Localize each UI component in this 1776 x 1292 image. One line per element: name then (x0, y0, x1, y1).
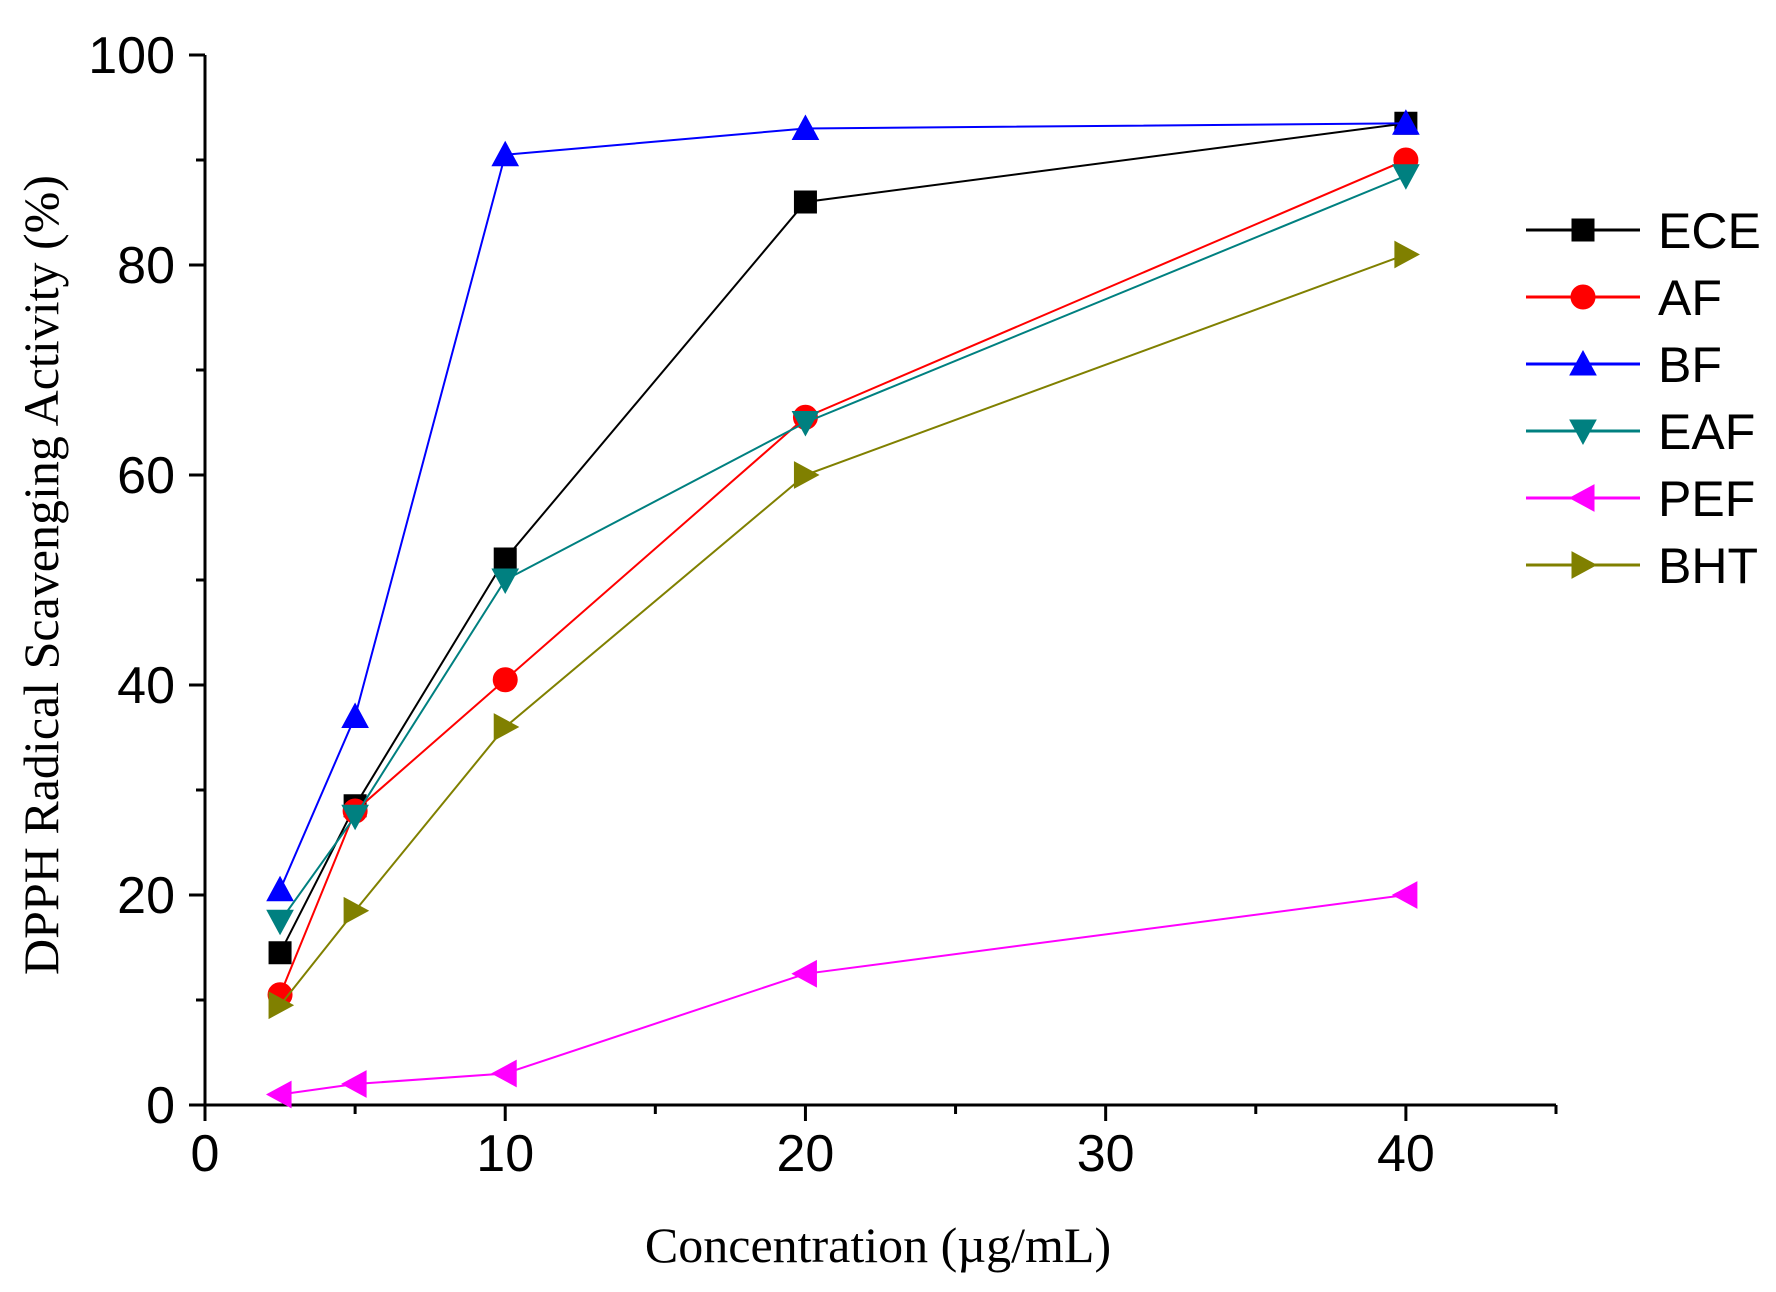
axes: 0 10 20 30 40 0 20 40 60 80 100 (88, 27, 1558, 1183)
series-line-af (279, 159, 1407, 996)
series-eaf (266, 164, 1420, 936)
data-point-bht (268, 991, 295, 1020)
legend-item-af: AF (1526, 270, 1722, 326)
data-point-bht (343, 896, 370, 925)
legend-marker-ece (1571, 218, 1595, 242)
data-point-pef (1391, 881, 1418, 909)
series-line-pef (279, 894, 1407, 1096)
series-ece (268, 111, 1418, 965)
y-axis-title: DPPH Radical Scavenging Activity (%) (13, 175, 69, 975)
series-pef (266, 881, 1418, 1109)
legend-label: ECE (1658, 203, 1761, 259)
legend-item-bht: BHT (1526, 538, 1758, 594)
data-point-eaf (341, 804, 369, 831)
data-point-eaf (1392, 164, 1420, 190)
data-point-bht (1394, 240, 1420, 269)
data-point-bf (341, 702, 369, 728)
data-point-bht (493, 713, 520, 741)
x-tick-label: 0 (191, 1125, 220, 1183)
legend-marker-pef (1568, 484, 1595, 512)
legend-marker-af (1570, 284, 1596, 310)
y-tick-label: 80 (117, 237, 175, 295)
data-point-eaf (791, 411, 820, 437)
legend-label: PEF (1658, 471, 1755, 527)
x-tick-label: 10 (476, 1125, 534, 1183)
data-point-pef (491, 1059, 517, 1088)
x-tick-label: 30 (1077, 1125, 1135, 1183)
data-point-pef (266, 1080, 292, 1109)
legend-item-pef: PEF (1526, 471, 1755, 527)
y-tick-label: 100 (88, 27, 175, 85)
series-line-eaf (279, 174, 1407, 922)
x-tick-label: 40 (1377, 1125, 1435, 1183)
data-point-pef (791, 959, 817, 988)
data-point-af (492, 667, 518, 693)
data-point-bf (1392, 109, 1420, 135)
legend-label: BF (1658, 337, 1722, 393)
legend-item-ece: ECE (1526, 203, 1761, 259)
y-tick-label: 60 (117, 447, 175, 505)
x-tick-label: 20 (777, 1125, 835, 1183)
series-layer (266, 109, 1420, 1109)
legend-marker-bf (1569, 349, 1597, 376)
data-point-bf (266, 875, 294, 902)
legend: ECE AF BF EAF PEF BHT (1526, 203, 1761, 594)
x-axis-title: Concentration (µg/mL) (645, 1217, 1111, 1273)
legend-label: BHT (1658, 538, 1758, 594)
series-bf (266, 109, 1420, 902)
series-bht (268, 240, 1420, 1020)
data-point-ece (268, 941, 292, 965)
data-point-bf (491, 140, 520, 167)
legend-marker-bht (1571, 551, 1598, 579)
data-point-eaf (491, 568, 520, 595)
data-point-ece (793, 190, 817, 214)
data-point-bht (793, 461, 820, 489)
legend-label: EAF (1658, 404, 1755, 460)
legend-item-eaf: EAF (1526, 404, 1755, 460)
series-af (267, 147, 1419, 1008)
legend-item-bf: BF (1526, 337, 1722, 393)
series-line-bf (279, 122, 1406, 891)
y-tick-label: 20 (117, 867, 175, 925)
data-point-ece (493, 547, 517, 571)
y-tick-label: 40 (117, 657, 175, 715)
data-point-eaf (266, 909, 294, 936)
y-tick-label: 0 (146, 1077, 175, 1135)
series-line-ece (279, 122, 1407, 954)
data-point-pef (341, 1070, 367, 1098)
legend-label: AF (1658, 270, 1722, 326)
data-point-bf (791, 114, 820, 140)
legend-marker-eaf (1569, 419, 1597, 446)
